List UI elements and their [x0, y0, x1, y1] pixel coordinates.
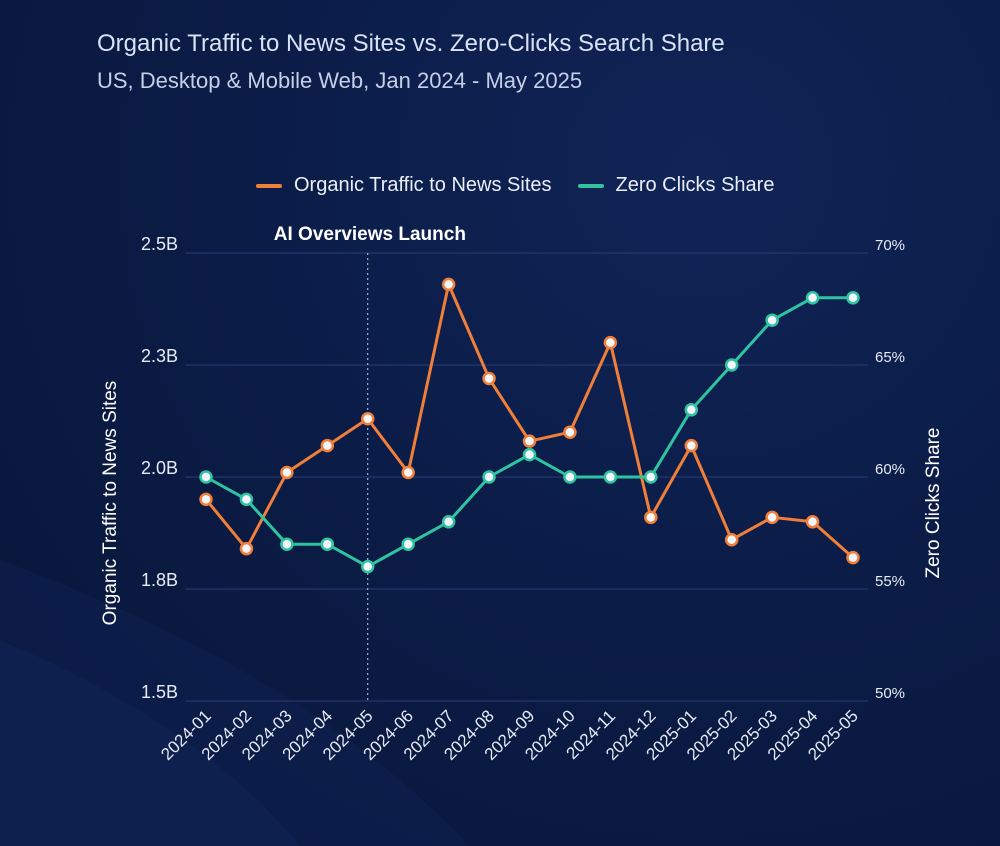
data-point-zero-clicks[interactable]: [644, 470, 658, 484]
annotation-label: AI Overviews Launch: [274, 224, 466, 245]
data-point-traffic[interactable]: [724, 532, 739, 547]
data-point-traffic[interactable]: [280, 465, 294, 480]
data-point-zero-clicks[interactable]: [199, 470, 213, 484]
y-right-tick-label: 55%: [875, 573, 905, 590]
y-left-axis-title: Organic Traffic to News Sites: [100, 381, 121, 626]
y-left-tick-label: 2.3B: [141, 346, 178, 366]
chart-title: Organic Traffic to News Sites vs. Zero-C…: [97, 30, 725, 57]
data-point-traffic[interactable]: [563, 425, 577, 439]
data-point-traffic[interactable]: [320, 438, 335, 453]
series-line-traffic: [204, 282, 854, 559]
data-point-traffic[interactable]: [522, 434, 537, 448]
data-point-zero-clicks[interactable]: [320, 537, 335, 551]
y-right-tick-label: 60%: [875, 461, 905, 478]
data-point-traffic[interactable]: [805, 515, 820, 529]
legend-item-traffic[interactable]: Organic Traffic to News Sites: [256, 174, 552, 197]
y-right-tick-label: 70%: [875, 237, 905, 254]
data-point-zero-clicks[interactable]: [482, 470, 496, 484]
data-point-traffic[interactable]: [482, 371, 496, 386]
data-point-zero-clicks[interactable]: [724, 358, 739, 372]
legend-label-zero-clicks: Zero Clicks Share: [615, 174, 775, 196]
data-point-traffic[interactable]: [401, 465, 415, 480]
data-point-zero-clicks[interactable]: [684, 403, 698, 417]
chart-subtitle: US, Desktop & Mobile Web, Jan 2024 - May…: [97, 68, 583, 93]
y-left-tick-label: 2.0B: [141, 458, 178, 478]
y-left-tick-label: 2.5B: [141, 234, 178, 254]
data-point-zero-clicks[interactable]: [280, 537, 294, 551]
data-point-traffic[interactable]: [644, 510, 658, 525]
data-point-zero-clicks[interactable]: [239, 492, 254, 507]
y-right-tick-label: 50%: [875, 685, 905, 702]
data-point-zero-clicks[interactable]: [441, 515, 456, 529]
data-point-traffic[interactable]: [684, 438, 698, 453]
data-point-zero-clicks[interactable]: [603, 470, 618, 484]
data-point-zero-clicks[interactable]: [361, 559, 375, 574]
y-right-axis-title: Zero Clicks Share: [923, 428, 944, 579]
legend-label-traffic: Organic Traffic to News Sites: [294, 174, 552, 196]
legend-swatch-zero-clicks: [577, 183, 604, 188]
data-point-traffic[interactable]: [199, 492, 213, 507]
data-point-zero-clicks[interactable]: [401, 537, 415, 551]
data-point-traffic[interactable]: [846, 550, 860, 565]
data-point-zero-clicks[interactable]: [563, 470, 577, 484]
data-point-zero-clicks[interactable]: [522, 447, 537, 462]
data-point-zero-clicks[interactable]: [765, 313, 779, 327]
data-point-traffic[interactable]: [361, 412, 375, 426]
y-left-tick-label: 1.5B: [141, 682, 178, 702]
y-left-tick-label: 1.8B: [141, 570, 178, 590]
y-right-tick-label: 65%: [875, 349, 905, 366]
legend: Organic Traffic to News Sites Zero Click…: [256, 174, 774, 197]
data-point-zero-clicks[interactable]: [846, 291, 860, 305]
legend-swatch-traffic: [256, 183, 282, 188]
data-point-traffic[interactable]: [239, 541, 254, 556]
data-point-traffic[interactable]: [603, 335, 618, 350]
data-point-traffic[interactable]: [441, 277, 456, 292]
legend-item-zero-clicks[interactable]: Zero Clicks Share: [577, 174, 775, 197]
data-point-zero-clicks[interactable]: [805, 291, 820, 305]
data-point-traffic[interactable]: [765, 510, 779, 525]
